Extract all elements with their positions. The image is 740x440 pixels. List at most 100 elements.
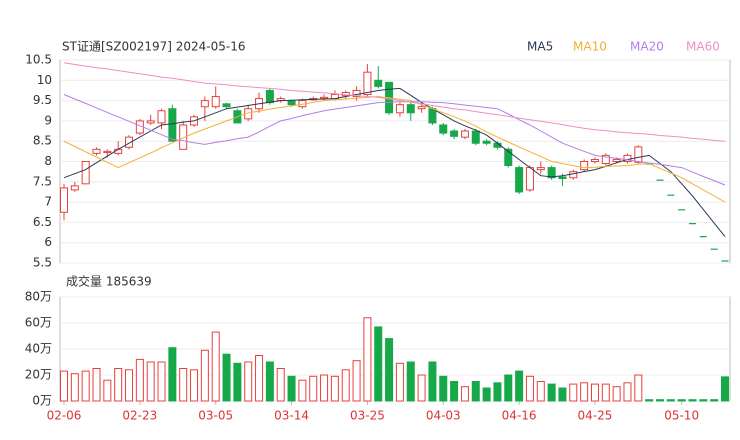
candle-body bbox=[580, 161, 589, 171]
volume-bar bbox=[406, 361, 415, 402]
candle-body bbox=[395, 104, 404, 114]
candle-body bbox=[525, 167, 534, 191]
volume-bar bbox=[320, 374, 329, 402]
volume-bar bbox=[287, 375, 296, 402]
y-tick-label: 5.5 bbox=[33, 256, 52, 270]
candle-body bbox=[70, 185, 79, 191]
candle-body bbox=[547, 167, 556, 179]
candle-body bbox=[450, 130, 459, 137]
ma-line bbox=[63, 94, 726, 186]
volume-bar bbox=[255, 355, 264, 402]
volume-bar bbox=[125, 369, 134, 402]
y-tick-label: 8 bbox=[44, 154, 52, 168]
volume-bar bbox=[580, 382, 589, 402]
volume-bar bbox=[612, 386, 621, 402]
y-tick-label: 7 bbox=[44, 195, 52, 209]
ma-line bbox=[63, 87, 726, 237]
volume-bar bbox=[309, 375, 318, 402]
candle-body bbox=[179, 124, 188, 150]
volume-bar bbox=[710, 399, 719, 402]
volume-bar bbox=[298, 379, 307, 402]
legend-entry: MA20 bbox=[630, 40, 664, 54]
volume-bar bbox=[92, 368, 101, 402]
x-tick-label: 02-06 bbox=[47, 409, 82, 423]
x-tick-label: 04-16 bbox=[502, 409, 537, 423]
candle-body bbox=[103, 150, 112, 154]
x-tick-label: 03-14 bbox=[274, 409, 309, 423]
volume-bar bbox=[515, 370, 524, 402]
volume-bar bbox=[374, 326, 383, 402]
y-tick-label: 6 bbox=[44, 235, 52, 249]
y-tick-label: 6.5 bbox=[33, 215, 52, 229]
volume-bar bbox=[450, 381, 459, 402]
volume-bar bbox=[146, 361, 155, 402]
volume-bar bbox=[655, 399, 664, 402]
volume-bar bbox=[60, 370, 68, 402]
volume-bar bbox=[439, 375, 448, 402]
volume-bar bbox=[601, 383, 610, 402]
volume-bar bbox=[222, 353, 231, 402]
candle-body bbox=[590, 158, 599, 163]
volume-bar bbox=[363, 317, 372, 402]
candle-body bbox=[287, 100, 296, 106]
volume-bar bbox=[482, 387, 491, 402]
y-tick-label: 7.5 bbox=[33, 174, 52, 188]
volume-bar bbox=[504, 374, 513, 402]
volume-tick-label: 40万 bbox=[25, 342, 52, 356]
volume-bar bbox=[688, 399, 697, 402]
volume-bar bbox=[590, 383, 599, 402]
candle-body bbox=[200, 100, 209, 108]
volume-bar bbox=[666, 399, 675, 402]
volume-bar bbox=[265, 361, 274, 402]
legend-entry: MA60 bbox=[686, 40, 720, 54]
candle-body bbox=[320, 96, 329, 100]
volume-bar bbox=[103, 379, 112, 402]
x-tick-label: 04-25 bbox=[578, 409, 613, 423]
candle-body bbox=[265, 89, 274, 104]
legend-entry: MA5 bbox=[527, 40, 553, 54]
volume-bar bbox=[525, 375, 534, 402]
volume-bar bbox=[341, 369, 350, 402]
volume-bar bbox=[200, 349, 209, 402]
x-tick-label: 03-25 bbox=[350, 409, 385, 423]
candle-body bbox=[428, 108, 437, 124]
volume-bar bbox=[385, 338, 394, 402]
volume-bar bbox=[471, 381, 480, 402]
volume-bar bbox=[179, 368, 188, 402]
candle-body bbox=[60, 187, 68, 213]
candle-body bbox=[222, 103, 231, 108]
candle-body bbox=[168, 108, 177, 142]
candle-body bbox=[374, 79, 383, 87]
volume-bar bbox=[114, 368, 123, 402]
candle-body bbox=[504, 148, 513, 167]
volume-bar bbox=[547, 383, 556, 402]
volume-tick-label: 0万 bbox=[32, 394, 52, 408]
volume-bar bbox=[699, 399, 708, 402]
y-tick-label: 10 bbox=[37, 73, 52, 87]
x-tick-label: 04-03 bbox=[426, 409, 461, 423]
candle-body bbox=[406, 104, 415, 114]
volume-bar bbox=[352, 360, 361, 402]
volume-bar bbox=[569, 383, 578, 402]
y-tick-label: 9.5 bbox=[33, 93, 52, 107]
volume-bar bbox=[428, 361, 437, 402]
volume-tick-label: 20万 bbox=[25, 368, 52, 382]
chart-title: ST证通[SZ002197] 2024-05-16 bbox=[62, 40, 246, 54]
volume-bar bbox=[460, 386, 469, 402]
ma-line bbox=[63, 62, 726, 142]
volume-bar bbox=[493, 382, 502, 402]
volume-bar bbox=[190, 369, 199, 402]
volume-bar bbox=[81, 370, 90, 402]
candle-body bbox=[146, 120, 155, 124]
volume-bar bbox=[244, 361, 253, 402]
candle-body bbox=[363, 71, 372, 96]
volume-title: 成交量 185639 bbox=[66, 274, 152, 289]
candle-body bbox=[515, 167, 524, 193]
volume-bar bbox=[168, 347, 177, 402]
candle-body bbox=[92, 148, 101, 154]
volume-bar bbox=[623, 382, 632, 402]
volume-bar bbox=[417, 374, 426, 402]
candle-body bbox=[536, 167, 545, 171]
y-tick-label: 9 bbox=[44, 113, 52, 127]
volume-tick-label: 60万 bbox=[25, 316, 52, 330]
